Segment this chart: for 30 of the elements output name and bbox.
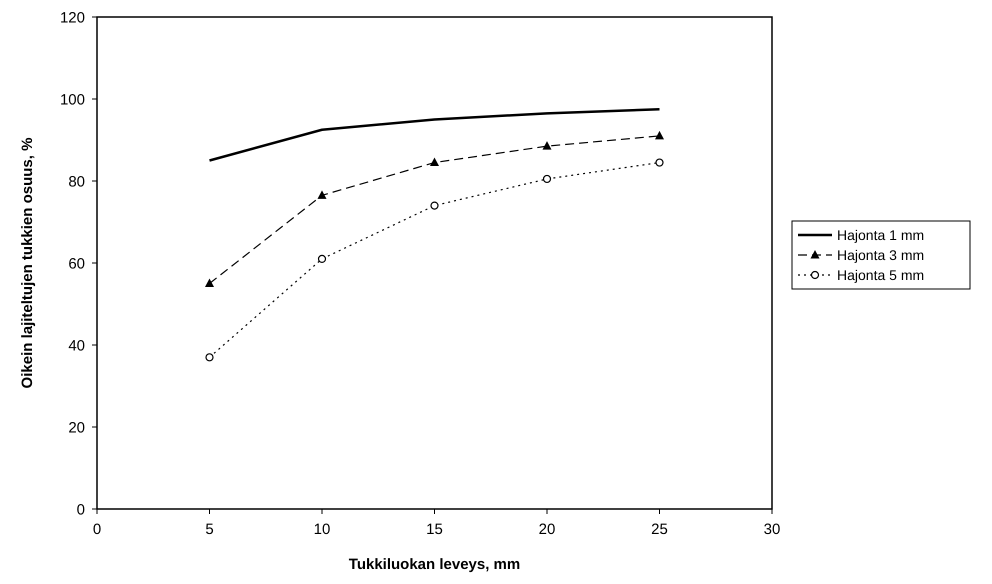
x-tick-label: 15: [426, 521, 443, 538]
legend-label: Hajonta 1 mm: [837, 226, 924, 243]
x-tick-label: 30: [764, 521, 780, 538]
point: [430, 202, 439, 210]
y-tick-label: 60: [68, 255, 85, 272]
x-axis-title: Tukkiluokan leveys, mm: [348, 556, 520, 573]
x-tick-label: 25: [651, 521, 668, 538]
point: [655, 158, 664, 167]
x-tick-label: 0: [92, 521, 102, 538]
line-series: [208, 108, 661, 162]
y-tick-label: 40: [68, 337, 85, 354]
y-axis-title: Oikein lajiteltujen tukkien osuus, %: [19, 138, 36, 388]
y-tick-label: 20: [68, 419, 85, 436]
legend-label: Hajonta 5 mm: [837, 266, 924, 283]
y-tick-label: 80: [68, 173, 85, 190]
point: [318, 190, 326, 199]
point: [205, 278, 214, 287]
point: [655, 130, 664, 140]
y-tick-label: 0: [76, 501, 85, 518]
point: [542, 174, 552, 184]
legend-label: Hajonta 3 mm: [837, 246, 924, 263]
point: [430, 158, 439, 166]
point: [318, 254, 326, 263]
x-tick-label: 20: [538, 521, 556, 538]
point: [542, 141, 552, 150]
point: [205, 353, 214, 362]
y-tick-label: 100: [60, 91, 85, 108]
x-tick-label: 10: [314, 521, 330, 538]
x-tick-label: 5: [205, 521, 214, 538]
y-tick-label: 120: [60, 9, 85, 26]
